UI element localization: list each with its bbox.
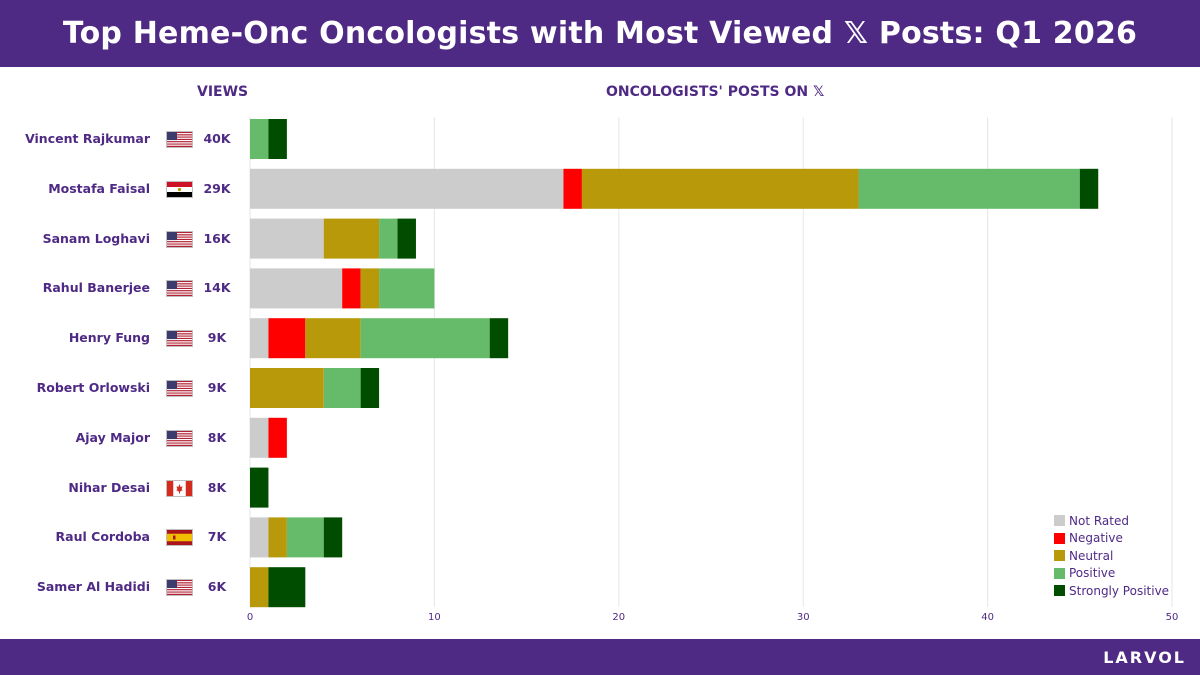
bar-segment-not-rated bbox=[250, 218, 324, 259]
egypt-flag-icon bbox=[167, 181, 192, 197]
views-count: 8K bbox=[207, 429, 227, 445]
bar-segment-negative bbox=[342, 268, 361, 309]
views-count: 7K bbox=[207, 529, 227, 545]
bar-segment-strongly-positive bbox=[360, 368, 380, 408]
legend-item: Negative bbox=[1054, 530, 1169, 548]
legend-label: Negative bbox=[1069, 531, 1123, 546]
views-count: 29K bbox=[203, 180, 231, 196]
legend-swatch bbox=[1054, 532, 1065, 544]
bar-segment-strongly-positive bbox=[268, 567, 306, 608]
legend-label: Strongly Positive bbox=[1069, 583, 1170, 598]
views-count: 14K bbox=[203, 280, 231, 296]
legend-item: Positive bbox=[1054, 565, 1169, 583]
us-flag-icon bbox=[167, 381, 192, 396]
spain-flag-icon bbox=[167, 530, 192, 546]
oncologist-name: Ajay Major bbox=[75, 429, 150, 445]
chart-legend: Not Rated Negative Neutral Positive Strongly… bbox=[1054, 512, 1169, 600]
bar-segment-negative bbox=[268, 417, 287, 458]
bar-segment-not-rated bbox=[250, 168, 564, 209]
page-title: Top Heme-Onc Oncologists with Most Viewe… bbox=[62, 16, 1138, 51]
bar-segment-neutral bbox=[250, 368, 324, 408]
legend-label: Not Rated bbox=[1069, 513, 1129, 528]
bar-segment-positive bbox=[379, 218, 398, 259]
x-tick-label: 20 bbox=[612, 612, 625, 623]
bar-segment-not-rated bbox=[250, 318, 269, 359]
bar-segment-positive bbox=[323, 368, 361, 408]
us-flag-icon bbox=[167, 331, 192, 347]
oncologist-name: Robert Orlowski bbox=[36, 380, 150, 395]
legend-item: Neutral bbox=[1054, 547, 1169, 565]
x-tick-label: 40 bbox=[981, 612, 994, 623]
bar-segment-neutral bbox=[268, 517, 287, 558]
oncologist-name: Samer Al Hadidi bbox=[36, 579, 150, 595]
bar-segment-positive bbox=[360, 318, 490, 359]
oncologist-name: Sanam Loghavi bbox=[42, 230, 150, 246]
views-count: 16K bbox=[203, 230, 231, 246]
oncologist-name: Nihar Desai bbox=[68, 479, 150, 495]
bar-segment-neutral bbox=[581, 168, 859, 209]
oncologist-name: Mostafa Faisal bbox=[48, 180, 150, 196]
bar-segment-strongly-positive bbox=[397, 218, 416, 259]
bar-segment-neutral bbox=[360, 268, 380, 309]
views-count: 9K bbox=[207, 330, 227, 346]
bar-segment-negative bbox=[563, 168, 582, 209]
footer-banner: LARVOL bbox=[0, 639, 1200, 675]
bar-segment-positive bbox=[250, 119, 269, 159]
brand-logo: LARVOL bbox=[1103, 648, 1186, 667]
legend-label: Positive bbox=[1069, 566, 1116, 581]
oncologist-name: Henry Fung bbox=[68, 330, 150, 346]
bar-segment-positive bbox=[286, 517, 324, 558]
bar-segment-not-rated bbox=[250, 268, 343, 309]
us-flag-icon bbox=[167, 430, 192, 446]
bar-segment-negative bbox=[268, 318, 306, 359]
views-count: 8K bbox=[207, 479, 227, 495]
chart-title: ONCOLOGISTS' POSTS ON 𝕏 bbox=[606, 84, 825, 100]
legend-label: Neutral bbox=[1069, 548, 1114, 563]
bar-segment-positive bbox=[379, 268, 435, 309]
x-tick-label: 50 bbox=[1166, 612, 1179, 623]
bar-segment-strongly-positive bbox=[489, 318, 509, 359]
legend-swatch bbox=[1054, 585, 1065, 597]
legend-item: Not Rated bbox=[1054, 512, 1169, 530]
title-banner: Top Heme-Onc Oncologists with Most Viewe… bbox=[0, 0, 1200, 67]
oncologist-name: Rahul Banerjee bbox=[42, 280, 150, 296]
legend-swatch bbox=[1054, 550, 1065, 562]
bar-segment-not-rated bbox=[250, 417, 269, 458]
us-flag-icon bbox=[167, 231, 192, 247]
bar-segment-strongly-positive bbox=[250, 467, 269, 508]
bar-segment-strongly-positive bbox=[1079, 168, 1099, 209]
bar-segment-neutral bbox=[250, 567, 269, 608]
us-flag-icon bbox=[167, 281, 192, 297]
bar-segment-not-rated bbox=[250, 517, 269, 558]
legend-swatch bbox=[1054, 515, 1065, 527]
oncologist-name: Raul Cordoba bbox=[55, 529, 150, 545]
views-count: 9K bbox=[207, 380, 227, 395]
x-tick-label: 10 bbox=[428, 612, 441, 623]
us-flag-icon bbox=[167, 580, 192, 596]
bar-segment-strongly-positive bbox=[323, 517, 343, 558]
x-tick-label: 30 bbox=[797, 612, 810, 623]
bar-segment-strongly-positive bbox=[268, 119, 287, 159]
views-count: 6K bbox=[207, 579, 227, 595]
views-count: 40K bbox=[203, 131, 231, 146]
x-tick-label: 0 bbox=[247, 612, 253, 623]
oncologist-name: Vincent Rajkumar bbox=[25, 131, 150, 146]
us-flag-icon bbox=[167, 132, 192, 147]
canada-flag-icon bbox=[167, 480, 192, 496]
legend-item: Strongly Positive bbox=[1054, 582, 1169, 600]
views-column-header: VIEWS bbox=[197, 84, 249, 100]
bar-segment-neutral bbox=[323, 218, 380, 259]
bar-segment-positive bbox=[858, 168, 1080, 209]
legend-swatch bbox=[1054, 567, 1065, 579]
bar-segment-neutral bbox=[305, 318, 361, 359]
